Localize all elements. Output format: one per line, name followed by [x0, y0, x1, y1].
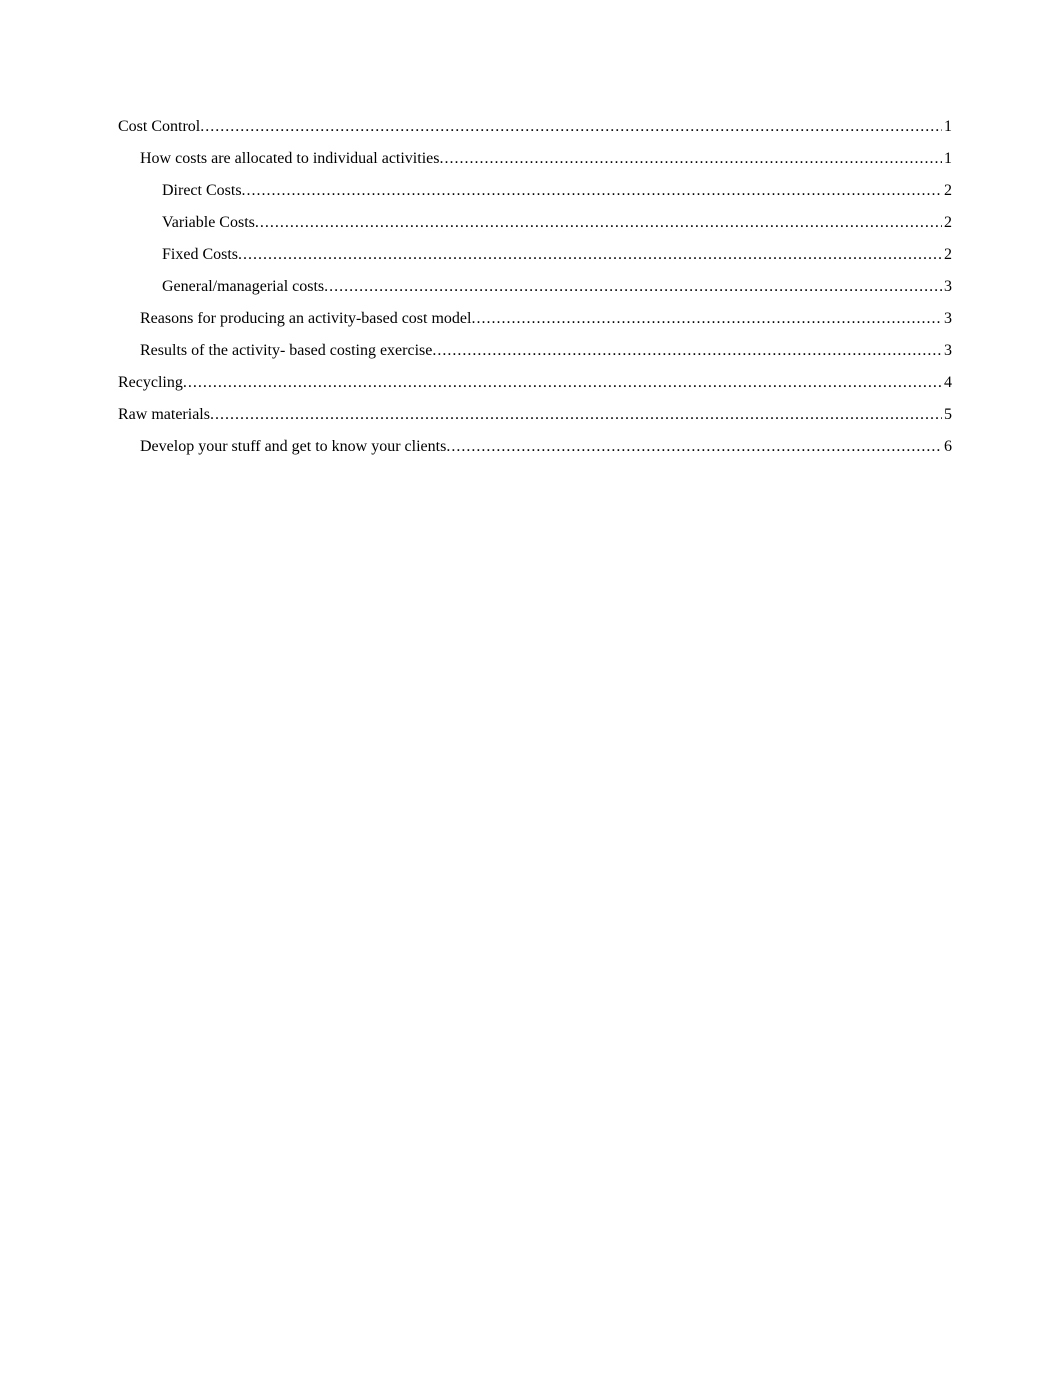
toc-page-number: 1 [942, 150, 952, 168]
table-of-contents: Cost Control 1 How costs are allocated t… [118, 118, 952, 456]
toc-page-number: 3 [942, 310, 952, 328]
toc-leader [439, 150, 942, 168]
toc-label: Direct Costs [162, 182, 242, 200]
toc-label: Develop your stuff and get to know your … [140, 438, 446, 456]
toc-leader [183, 374, 942, 392]
toc-entry: Recycling 4 [118, 374, 952, 392]
toc-leader [242, 182, 942, 200]
toc-leader [432, 342, 942, 360]
toc-entry: General/managerial costs 3 [118, 278, 952, 296]
toc-page-number: 3 [942, 278, 952, 296]
toc-entry: Fixed Costs 2 [118, 246, 952, 264]
toc-entry: Results of the activity- based costing e… [118, 342, 952, 360]
toc-label: How costs are allocated to individual ac… [140, 150, 439, 168]
toc-leader [471, 310, 942, 328]
toc-page-number: 6 [942, 438, 952, 456]
toc-entry: Develop your stuff and get to know your … [118, 438, 952, 456]
toc-entry: Direct Costs 2 [118, 182, 952, 200]
toc-label: General/managerial costs [162, 278, 324, 296]
toc-leader [210, 406, 942, 424]
toc-label: Fixed Costs [162, 246, 238, 264]
toc-page-number: 4 [942, 374, 952, 392]
toc-label: Variable Costs [162, 214, 255, 232]
toc-leader [324, 278, 942, 296]
toc-label: Recycling [118, 374, 183, 392]
toc-label: Cost Control [118, 118, 200, 136]
toc-entry: Reasons for producing an activity-based … [118, 310, 952, 328]
toc-leader [200, 118, 942, 136]
toc-entry: Cost Control 1 [118, 118, 952, 136]
toc-page-number: 2 [942, 182, 952, 200]
toc-leader [446, 438, 942, 456]
toc-entry: Raw materials 5 [118, 406, 952, 424]
toc-label: Reasons for producing an activity-based … [140, 310, 471, 328]
toc-page-number: 2 [942, 214, 952, 232]
toc-leader [238, 246, 942, 264]
toc-entry: Variable Costs 2 [118, 214, 952, 232]
toc-page-number: 3 [942, 342, 952, 360]
toc-page-number: 2 [942, 246, 952, 264]
toc-leader [255, 214, 942, 232]
toc-label: Raw materials [118, 406, 210, 424]
toc-label: Results of the activity- based costing e… [140, 342, 432, 360]
toc-page-number: 5 [942, 406, 952, 424]
toc-entry: How costs are allocated to individual ac… [118, 150, 952, 168]
toc-page-number: 1 [942, 118, 952, 136]
